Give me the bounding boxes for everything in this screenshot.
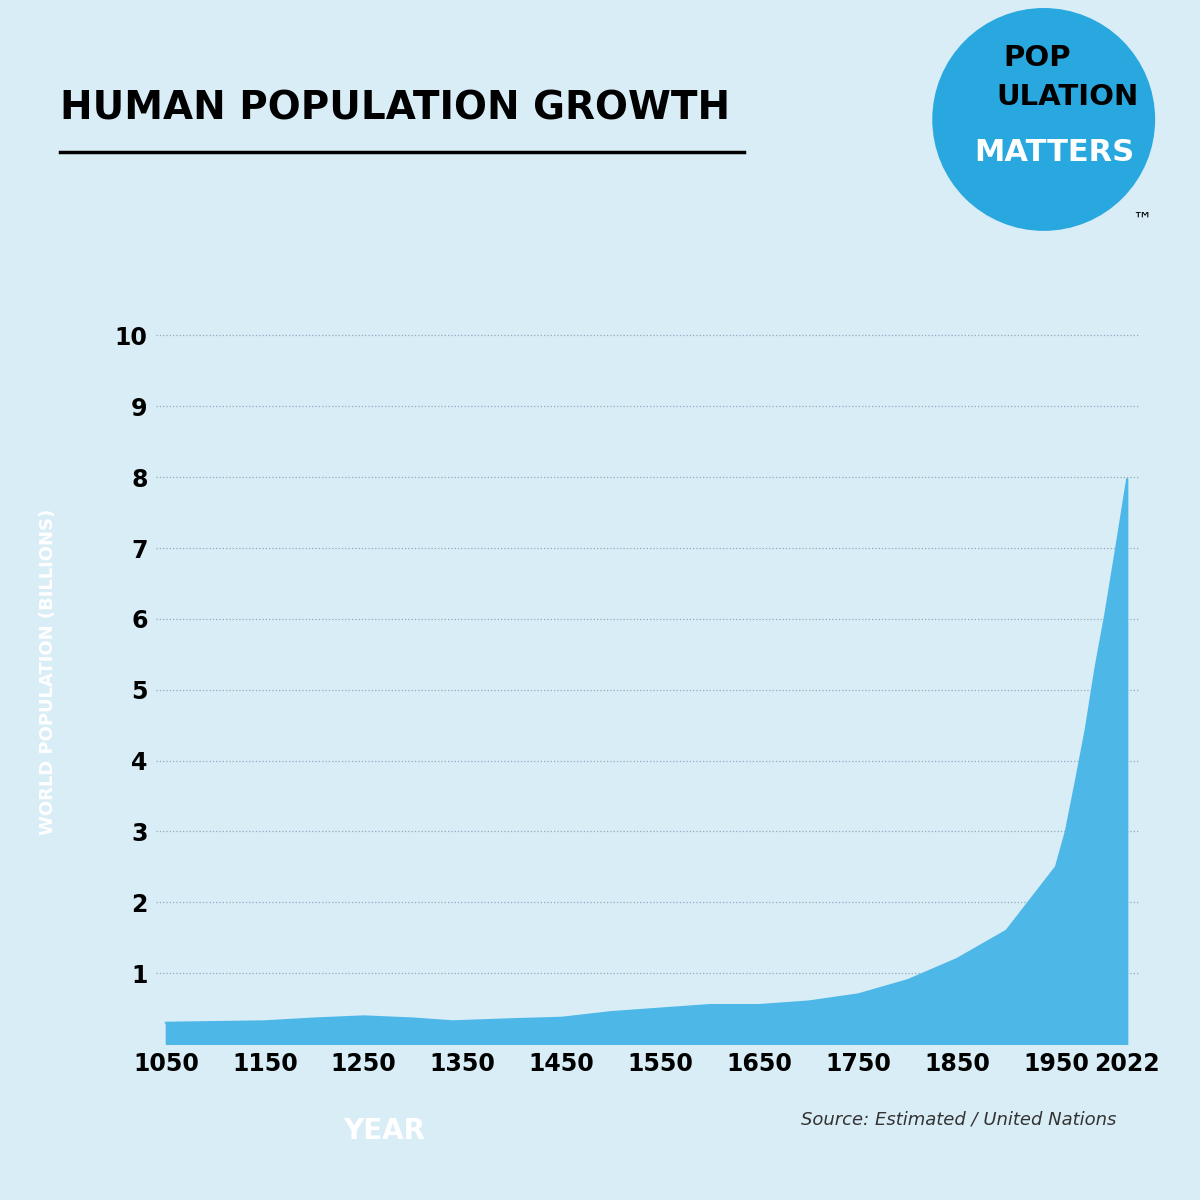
Text: ULATION: ULATION — [996, 83, 1139, 112]
Circle shape — [932, 8, 1156, 230]
Text: POP: POP — [1003, 44, 1070, 72]
Text: Source: Estimated / United Nations: Source: Estimated / United Nations — [800, 1111, 1116, 1128]
Text: HUMAN POPULATION GROWTH: HUMAN POPULATION GROWTH — [60, 90, 730, 128]
Text: WORLD POPULATION (BILLIONS): WORLD POPULATION (BILLIONS) — [38, 509, 58, 835]
Text: YEAR: YEAR — [343, 1117, 425, 1145]
Text: ™: ™ — [1133, 211, 1152, 230]
Text: MATTERS: MATTERS — [974, 138, 1134, 167]
